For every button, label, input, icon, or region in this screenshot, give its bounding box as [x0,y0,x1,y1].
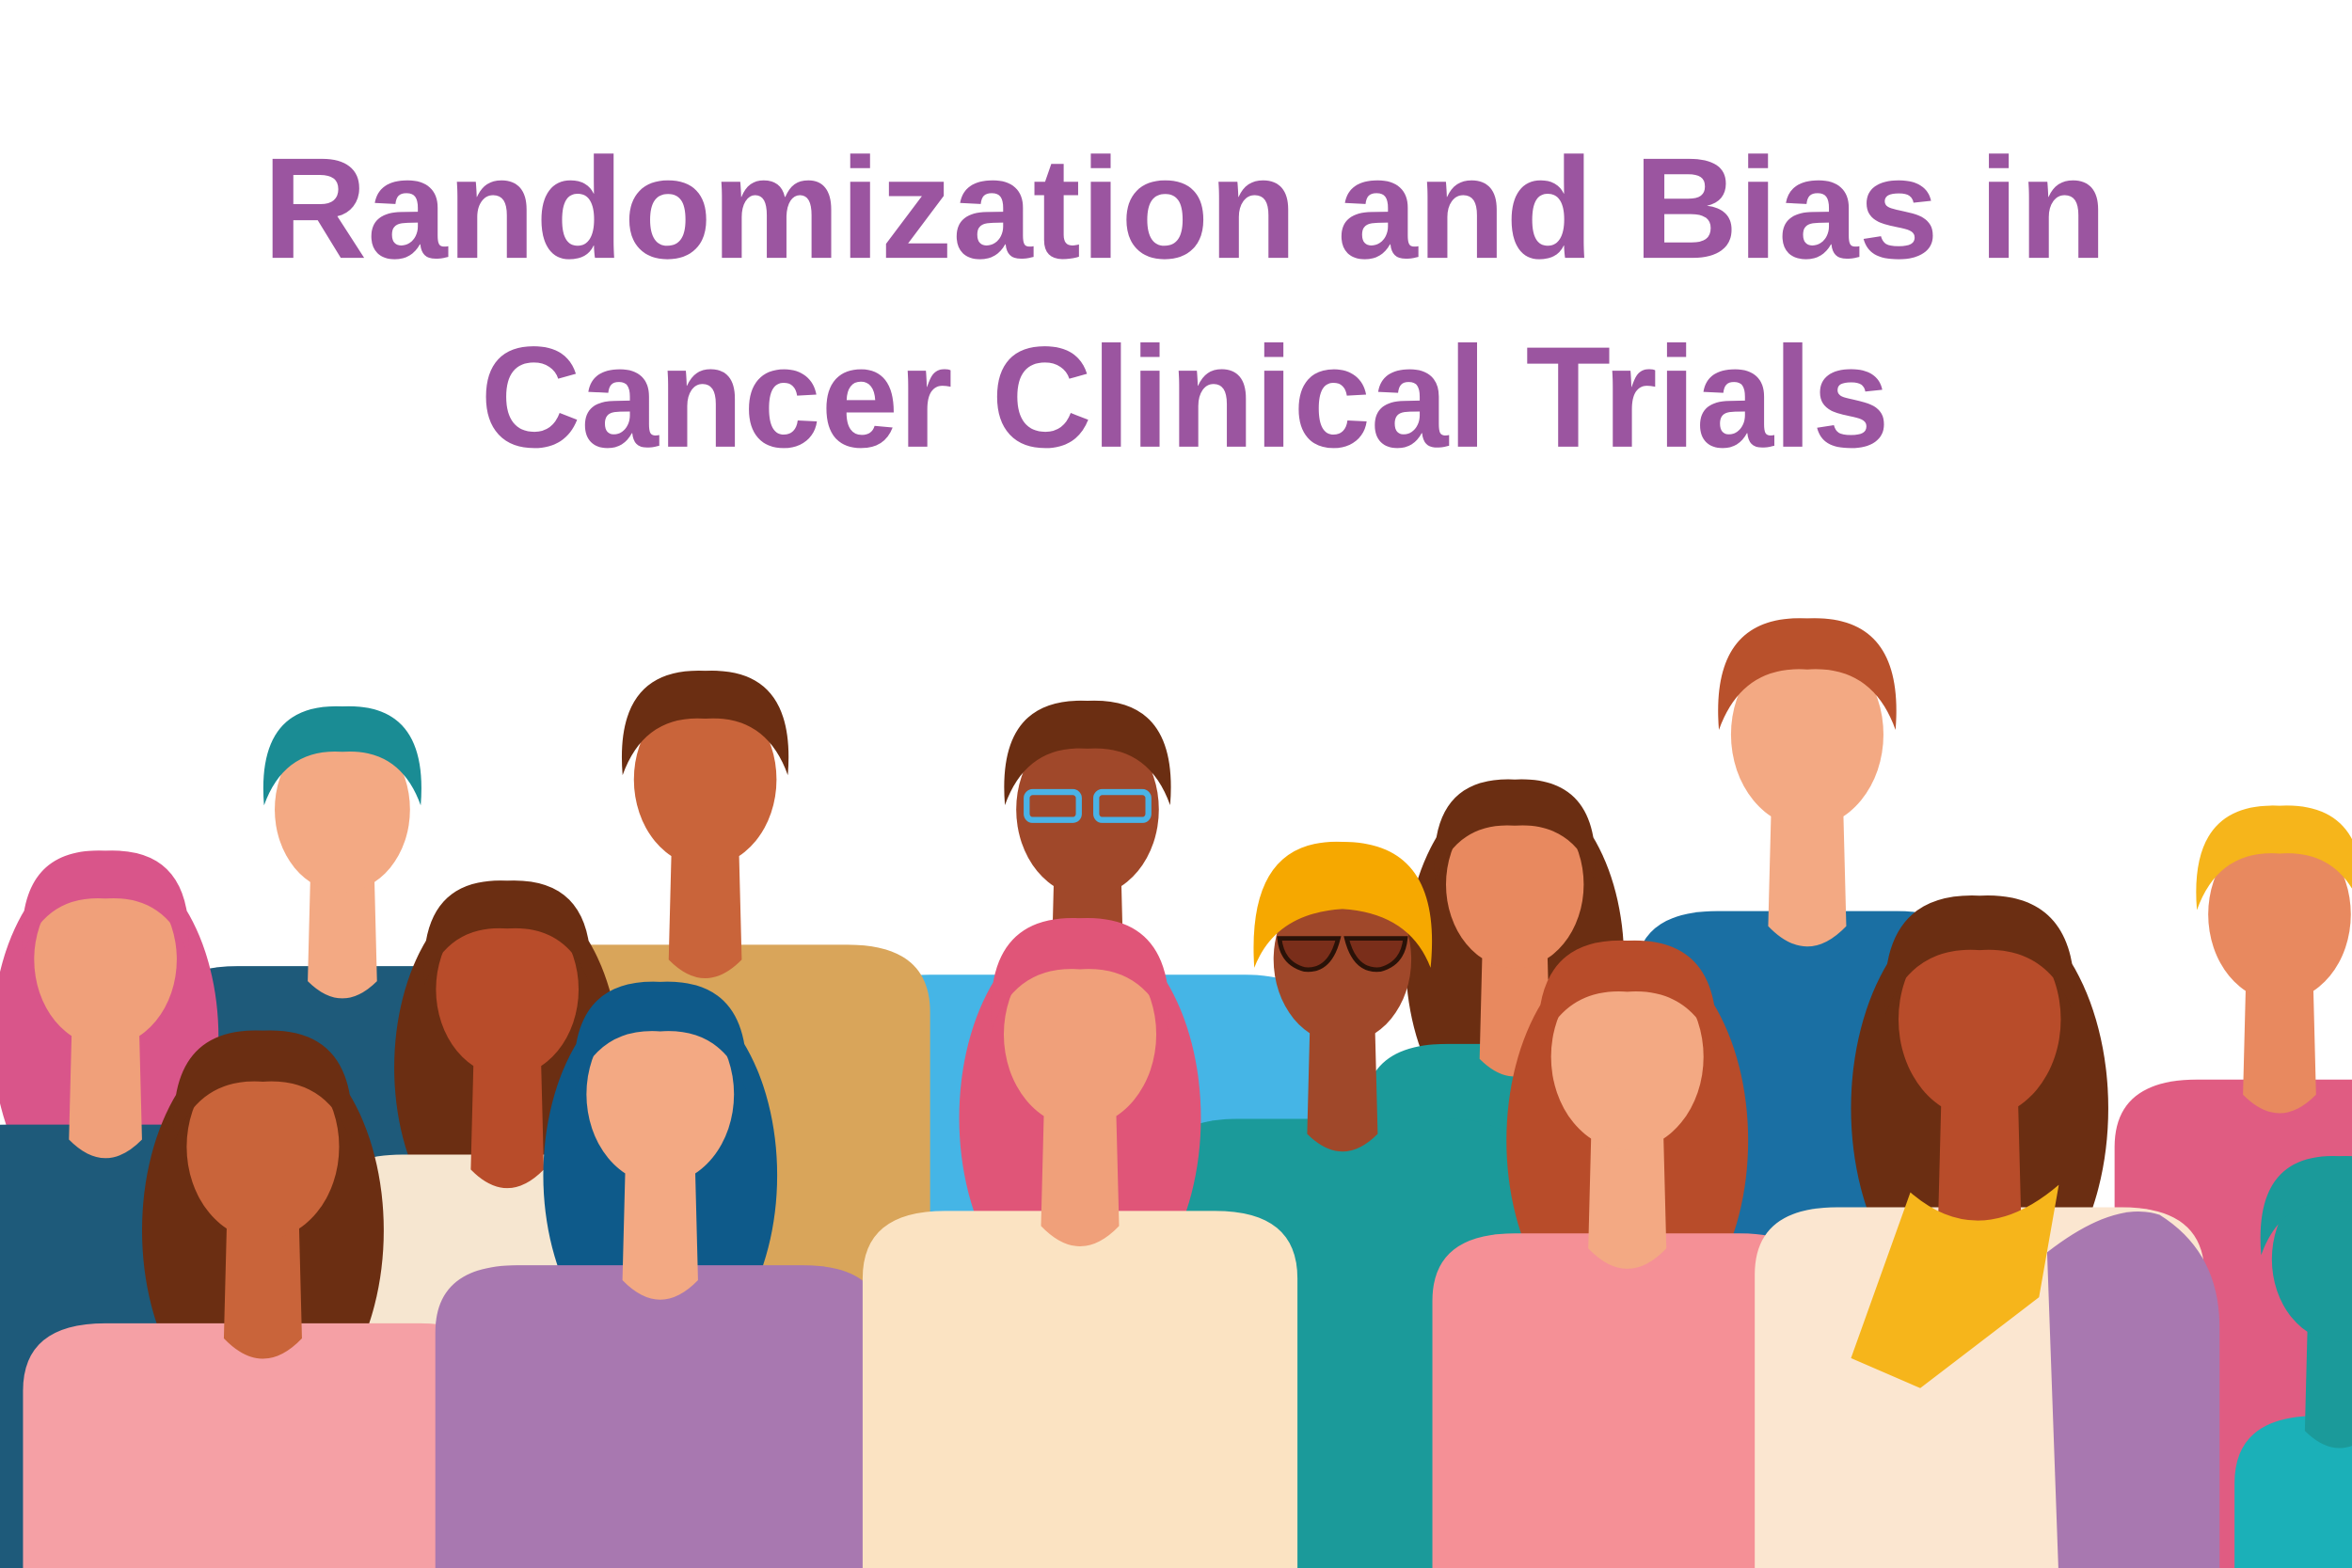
torso [1432,1233,1822,1568]
face [1550,963,1704,1150]
torso [2234,1416,2352,1568]
sunglasses [1277,936,1408,973]
face [1003,941,1157,1128]
face [633,692,777,867]
person [1432,940,1822,1568]
hair [2260,1156,2352,1256]
torso [862,1211,1298,1568]
title-line: Cancer Clinical Trials [481,318,1890,478]
person [862,917,1298,1568]
face [1898,920,2061,1118]
person [2234,1156,2352,1568]
face [586,1004,735,1185]
face [186,1053,340,1240]
hair [991,917,1169,1030]
hair [1884,895,2075,1015]
hair [1537,940,1717,1053]
crowd-illustration [0,618,2352,1568]
face [1445,800,1584,969]
face [1273,875,1412,1044]
cardigan [2046,1211,2220,1568]
glasses [1024,788,1082,823]
glasses [1093,788,1152,823]
face [1016,722,1159,897]
hair [1434,779,1596,880]
turban [1253,841,1433,968]
hair [621,670,789,776]
face [1730,641,1883,828]
hair [1004,700,1171,805]
torso [435,1265,885,1568]
hair [574,981,747,1090]
face [34,872,177,1047]
hair [262,705,421,806]
hair [22,850,189,956]
hair [423,880,591,986]
face [2271,1177,2352,1342]
person [435,981,885,1568]
person [1755,895,2220,1568]
hair [173,1030,353,1143]
face [275,726,410,893]
face [2208,827,2351,1002]
hair [1718,618,1897,730]
torso [23,1323,503,1568]
title-line: Randomization and Bias in [262,129,2106,289]
face [436,902,580,1077]
person [23,1030,503,1568]
scarf [1851,1184,2059,1388]
hair [2196,805,2352,911]
